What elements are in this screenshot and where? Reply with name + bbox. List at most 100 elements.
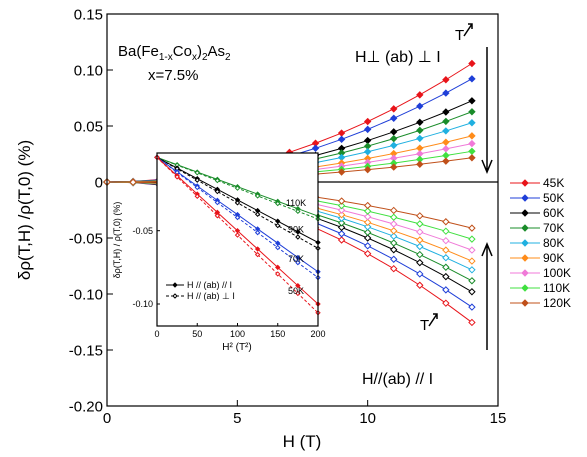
x-tick-label: 0 bbox=[154, 329, 159, 339]
arrow-up bbox=[481, 242, 493, 350]
data-point bbox=[295, 234, 301, 240]
arrow-label: T bbox=[455, 27, 464, 44]
data-point bbox=[363, 201, 372, 210]
data-point bbox=[254, 211, 261, 217]
y-axis-title: δρ(T,H) /ρ(T,0) (%) bbox=[15, 140, 34, 280]
data-point bbox=[234, 232, 241, 238]
data-point bbox=[337, 135, 346, 144]
data-point bbox=[214, 188, 221, 195]
legend-label: 45K bbox=[543, 176, 564, 190]
data-point bbox=[194, 177, 200, 183]
series-label: 90K bbox=[288, 224, 304, 234]
legend-marker bbox=[521, 269, 529, 277]
data-point bbox=[254, 246, 261, 252]
data-point bbox=[337, 230, 346, 238]
series-label: 70K bbox=[288, 254, 304, 264]
data-point bbox=[390, 141, 398, 150]
data-point bbox=[442, 227, 450, 235]
data-point bbox=[337, 223, 346, 232]
data-point bbox=[416, 242, 424, 251]
data-point bbox=[442, 272, 450, 281]
data-point bbox=[442, 236, 450, 245]
legend-marker bbox=[521, 254, 529, 262]
formula: Ba(Fe1-xCox)2As2 bbox=[118, 43, 231, 63]
formula-part: 2 bbox=[202, 52, 208, 63]
data-point bbox=[234, 200, 241, 206]
data-point bbox=[337, 201, 346, 210]
composition: x=7.5% bbox=[148, 67, 198, 84]
legend-label: H // (ab) // I bbox=[187, 280, 232, 290]
legend-marker bbox=[521, 179, 529, 187]
data-point bbox=[363, 148, 372, 156]
legend-marker bbox=[521, 284, 529, 292]
data-point bbox=[468, 59, 476, 68]
data-point bbox=[468, 277, 476, 285]
data-point bbox=[442, 254, 450, 262]
legend-marker bbox=[172, 282, 178, 288]
data-point bbox=[442, 89, 450, 97]
legend-label: 60K bbox=[543, 206, 564, 220]
plot-frame bbox=[156, 152, 319, 327]
data-point bbox=[363, 242, 372, 250]
data-point bbox=[295, 254, 301, 261]
data-point bbox=[416, 126, 424, 135]
series-label: 50K bbox=[288, 286, 304, 296]
data-point bbox=[337, 206, 346, 214]
y-tick-label: -0.10 bbox=[69, 286, 103, 303]
legend-label: H // (ab) ⊥ I bbox=[187, 291, 235, 301]
data-point bbox=[442, 218, 450, 226]
formula-part: x bbox=[192, 52, 197, 63]
data-point bbox=[337, 168, 346, 176]
data-point bbox=[363, 165, 372, 174]
x-tick-label: 100 bbox=[230, 329, 245, 339]
data-point bbox=[390, 220, 398, 228]
data-point bbox=[442, 299, 450, 307]
data-point bbox=[442, 145, 450, 153]
data-point bbox=[442, 157, 450, 165]
y-tick-label: -0.20 bbox=[69, 398, 103, 415]
inset-x-title: H² (T²) bbox=[222, 342, 251, 353]
data-point bbox=[194, 170, 200, 176]
x-tick-label: 15 bbox=[490, 410, 507, 427]
legend-marker bbox=[172, 293, 178, 299]
data-point bbox=[214, 199, 221, 206]
data-point bbox=[129, 178, 137, 186]
data-point bbox=[442, 108, 450, 116]
legend-label: 70K bbox=[543, 221, 564, 235]
data-point bbox=[468, 246, 476, 254]
data-point bbox=[468, 288, 476, 296]
data-point bbox=[442, 76, 450, 84]
x-tick-label: 5 bbox=[233, 410, 241, 427]
data-point bbox=[442, 246, 450, 254]
data-point bbox=[468, 257, 476, 265]
formula-part: ) bbox=[197, 43, 202, 60]
data-point bbox=[442, 127, 450, 135]
data-point bbox=[295, 208, 301, 215]
y-tick-label: 0 bbox=[95, 174, 103, 191]
y-tick-label: 0.05 bbox=[74, 118, 103, 135]
y-tick-label: -0.10 bbox=[132, 299, 153, 309]
data-point bbox=[416, 212, 424, 220]
data-point bbox=[390, 163, 398, 171]
data-point bbox=[275, 271, 281, 277]
data-point bbox=[194, 184, 200, 191]
data-point bbox=[363, 249, 372, 258]
data-point bbox=[468, 154, 476, 162]
data-point bbox=[390, 239, 398, 247]
data-point bbox=[416, 236, 424, 244]
data-point bbox=[275, 222, 281, 229]
y-tick-label: -0.15 bbox=[69, 342, 103, 359]
data-point bbox=[390, 255, 398, 263]
formula-part: As bbox=[208, 43, 226, 60]
legend-label: 50K bbox=[543, 191, 564, 205]
data-point bbox=[468, 97, 476, 105]
data-point bbox=[363, 223, 372, 231]
data-point bbox=[416, 281, 424, 289]
formula-part: Ba(Fe bbox=[118, 43, 159, 60]
data-point bbox=[416, 91, 424, 99]
formula-part: Co bbox=[173, 43, 192, 60]
series-label: 110K bbox=[286, 198, 306, 208]
y-tick-label: -0.05 bbox=[69, 230, 103, 247]
data-point bbox=[254, 229, 261, 236]
data-point bbox=[363, 234, 372, 242]
